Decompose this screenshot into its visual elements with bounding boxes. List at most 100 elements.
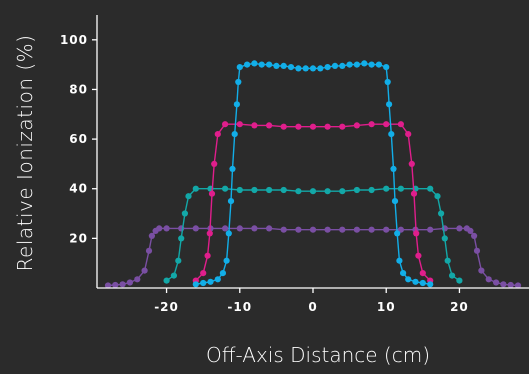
data-point: [273, 62, 280, 69]
data-point: [214, 276, 221, 283]
data-point: [233, 101, 240, 108]
data-point: [449, 272, 456, 279]
data-point: [368, 186, 375, 194]
data-point: [413, 230, 420, 237]
data-point: [375, 61, 382, 68]
data-point: [383, 121, 390, 128]
data-point: [287, 64, 295, 71]
data-point: [207, 278, 214, 285]
data-point: [473, 247, 481, 254]
data-point: [192, 225, 199, 232]
data-point: [211, 160, 218, 167]
y-tick-label: 40: [69, 182, 88, 196]
data-point: [383, 64, 390, 71]
data-point: [397, 121, 404, 128]
data-point: [400, 270, 407, 277]
data-point: [185, 193, 192, 200]
data-point: [258, 61, 265, 68]
data-point: [388, 131, 395, 138]
data-point: [444, 257, 451, 264]
data-point: [514, 282, 522, 289]
data-point: [441, 235, 448, 242]
series-3: [192, 121, 434, 284]
data-point: [415, 252, 422, 259]
data-point: [471, 232, 478, 239]
data-point: [434, 193, 441, 200]
data-point: [280, 123, 287, 130]
data-point: [222, 225, 229, 232]
data-point: [251, 122, 258, 129]
data-point: [192, 185, 199, 192]
data-point: [309, 65, 317, 72]
data-point: [200, 279, 207, 287]
data-point: [200, 270, 207, 277]
data-point: [145, 247, 153, 254]
data-point: [235, 78, 242, 86]
data-point: [339, 226, 346, 233]
data-point: [396, 257, 403, 264]
data-point: [231, 131, 238, 138]
x-axis-label: Off-Axis Distance (cm): [206, 343, 430, 367]
data-point: [353, 186, 360, 194]
data-point: [134, 276, 141, 283]
data-point: [309, 226, 317, 233]
data-point: [339, 123, 346, 130]
data-point: [251, 60, 258, 67]
x-tick-label: -20: [154, 300, 179, 314]
data-point: [266, 186, 273, 194]
data-point: [223, 257, 230, 264]
data-point: [493, 279, 500, 286]
data-point: [236, 121, 243, 128]
data-point: [156, 225, 163, 232]
data-point: [419, 279, 426, 287]
data-point: [324, 123, 331, 130]
data-point: [456, 225, 463, 232]
data-point: [346, 61, 353, 68]
data-point: [204, 252, 211, 259]
data-point: [208, 190, 216, 197]
data-point: [222, 185, 229, 192]
data-point: [192, 281, 199, 288]
data-point: [456, 277, 463, 284]
data-point: [302, 65, 309, 72]
data-point: [427, 226, 434, 233]
data-point: [353, 226, 360, 233]
data-point: [324, 64, 331, 71]
data-point: [126, 279, 133, 286]
data-point: [222, 121, 229, 128]
data-point: [397, 185, 404, 192]
data-point: [295, 188, 302, 195]
series-layer: [104, 60, 522, 289]
data-point: [266, 122, 273, 129]
data-point: [500, 281, 507, 288]
data-point: [368, 226, 375, 233]
data-point: [339, 62, 346, 69]
data-point: [353, 61, 360, 68]
data-point: [309, 123, 317, 130]
data-point: [229, 165, 236, 172]
data-point: [225, 230, 232, 237]
data-point: [227, 198, 235, 205]
data-point: [405, 131, 412, 138]
data-point: [175, 257, 182, 264]
data-point: [410, 190, 418, 197]
x-tick-label: 10: [377, 300, 396, 314]
series-4: [192, 60, 434, 288]
data-point: [394, 230, 401, 237]
data-point: [163, 277, 170, 284]
data-point: [383, 185, 390, 192]
data-point: [478, 267, 485, 274]
y-axis-label: Relative Ionization (%): [13, 35, 37, 272]
data-point: [309, 188, 317, 195]
data-point: [339, 188, 346, 195]
data-point: [419, 270, 426, 277]
data-point: [236, 225, 243, 232]
data-point: [104, 282, 112, 289]
data-point: [317, 65, 324, 72]
data-point: [353, 122, 360, 129]
data-point: [361, 60, 368, 67]
data-point: [507, 281, 514, 289]
x-tick-label: 20: [450, 300, 469, 314]
y-tick-layer: 20 40 60 80 100: [60, 33, 97, 245]
